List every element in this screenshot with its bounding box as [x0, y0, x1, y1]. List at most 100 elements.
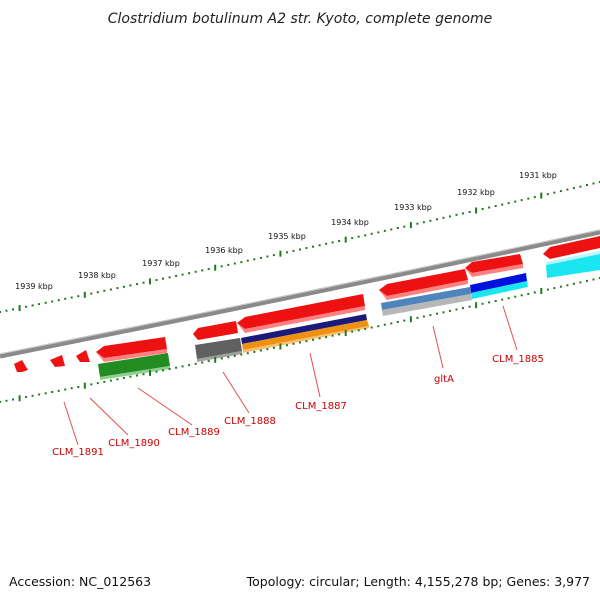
ruler-minor-tick [51, 300, 54, 303]
ruler-minor-tick [122, 285, 125, 288]
ruler-minor-tick [109, 288, 112, 291]
ruler-minor-tick [38, 303, 41, 306]
ruler-minor-tick [318, 337, 321, 340]
cds-shadow [96, 349, 167, 362]
ruler-minor-tick [546, 288, 549, 291]
kbp-label: 1938 kbp [78, 271, 116, 280]
ruler-minor-tick [462, 212, 464, 215]
ruler-minor-tick [96, 382, 99, 385]
ruler-minor-tick [383, 323, 386, 326]
ruler-minor-tick [207, 268, 210, 271]
gene-label[interactable]: CLM_1888 [224, 416, 276, 427]
kbp-label: 1936 kbp [205, 246, 243, 255]
gene-label[interactable]: CLM_1887 [295, 401, 347, 412]
band-orange-shade [243, 326, 369, 353]
ruler-minor-tick [38, 393, 41, 396]
ruler-minor-tick [64, 297, 67, 300]
ruler-minor-tick [286, 251, 288, 254]
ruler-minor-tick [553, 287, 556, 290]
ruler-major-tick [475, 207, 478, 214]
ruler-minor-tick [462, 307, 464, 310]
ruler-minor-tick [364, 234, 367, 237]
cds-feature[interactable] [193, 321, 238, 340]
band-orange [242, 320, 369, 350]
ruler-major-tick [344, 330, 347, 336]
ruler-minor-tick [546, 193, 549, 196]
ruler-minor-tick [507, 202, 510, 205]
ruler-major-tick [344, 236, 347, 243]
ruler-minor-tick [272, 346, 275, 349]
ruler-minor-tick [579, 281, 582, 284]
ruler-minor-tick [70, 296, 73, 299]
ruler-minor-tick [266, 348, 269, 351]
ruler-minor-tick [12, 308, 14, 311]
ruler-major-tick [149, 278, 151, 285]
ruler-minor-tick [422, 315, 425, 318]
band-cyan-right-shade [546, 251, 600, 265]
ruler-minor-tick [377, 325, 380, 328]
ruler-minor-tick [527, 292, 530, 295]
cds-feature[interactable] [543, 236, 600, 259]
ruler-minor-tick [116, 378, 119, 381]
gene-label[interactable]: CLM_1885 [492, 354, 544, 365]
ruler-minor-tick [70, 387, 73, 390]
cds-feature[interactable] [50, 355, 65, 367]
ruler-minor-tick [259, 256, 262, 259]
outer-ruler [0, 181, 600, 313]
ruler-minor-tick [364, 327, 367, 330]
gene-label[interactable]: CLM_1889 [168, 427, 220, 438]
ruler-minor-tick [194, 362, 197, 365]
ruler-minor-tick [77, 386, 80, 388]
ruler-minor-tick [122, 377, 125, 379]
cds-feature[interactable] [96, 337, 167, 358]
leader-line [89, 397, 129, 436]
cds-feature[interactable] [237, 294, 365, 329]
cds-feature[interactable] [14, 360, 28, 372]
gene-label[interactable]: CLM_1891 [52, 447, 104, 458]
ruler-minor-tick [168, 276, 171, 279]
cds-shadow [465, 264, 523, 277]
ruler-minor-tick [533, 196, 536, 199]
ruler-minor-tick [416, 316, 419, 319]
ruler-minor-tick [566, 188, 569, 191]
ruler-minor-tick [305, 340, 308, 343]
ruler-minor-tick [422, 221, 425, 224]
ruler-minor-tick [188, 272, 191, 275]
ruler-minor-tick [175, 366, 178, 369]
genome-backbone-highlight [0, 229, 600, 355]
ruler-minor-tick [12, 398, 14, 401]
ruler-minor-tick [175, 274, 178, 277]
ruler-minor-tick [266, 255, 269, 258]
ruler-minor-tick [162, 277, 164, 280]
ruler-minor-tick [299, 341, 301, 344]
ruler-minor-tick [129, 375, 132, 378]
ruler-minor-tick [481, 302, 484, 305]
ruler-minor-tick [312, 245, 314, 248]
gene-label[interactable]: CLM_1890 [108, 438, 160, 449]
leader-line [137, 387, 193, 426]
ruler-minor-tick [220, 357, 223, 360]
ruler-minor-tick [57, 299, 60, 302]
cds-feature[interactable] [465, 254, 523, 273]
ruler-minor-tick [155, 370, 158, 373]
ruler-major-tick [540, 288, 543, 294]
ruler-minor-tick [31, 394, 34, 397]
leader-line [222, 371, 250, 414]
cds-feature[interactable] [379, 269, 468, 296]
cds-feature[interactable] [76, 350, 90, 362]
ruler-minor-tick [109, 379, 112, 382]
kbp-label: 1932 kbp [457, 188, 495, 197]
band-green [98, 353, 170, 377]
ruler-minor-tick [233, 354, 236, 357]
gene-label[interactable]: gltA [434, 374, 454, 385]
ruler-minor-tick [155, 279, 158, 281]
ruler-minor-tick [31, 304, 34, 307]
ruler-minor-tick [194, 270, 197, 273]
ruler-minor-tick [533, 291, 536, 294]
ruler-minor-tick [25, 396, 28, 398]
band-gray [195, 338, 242, 359]
ruler-minor-tick [44, 301, 47, 304]
ruler-minor-tick [0, 401, 1, 403]
ruler-major-tick [214, 264, 217, 271]
map-title: Clostridium botulinum A2 str. Kyoto, com… [108, 11, 493, 27]
